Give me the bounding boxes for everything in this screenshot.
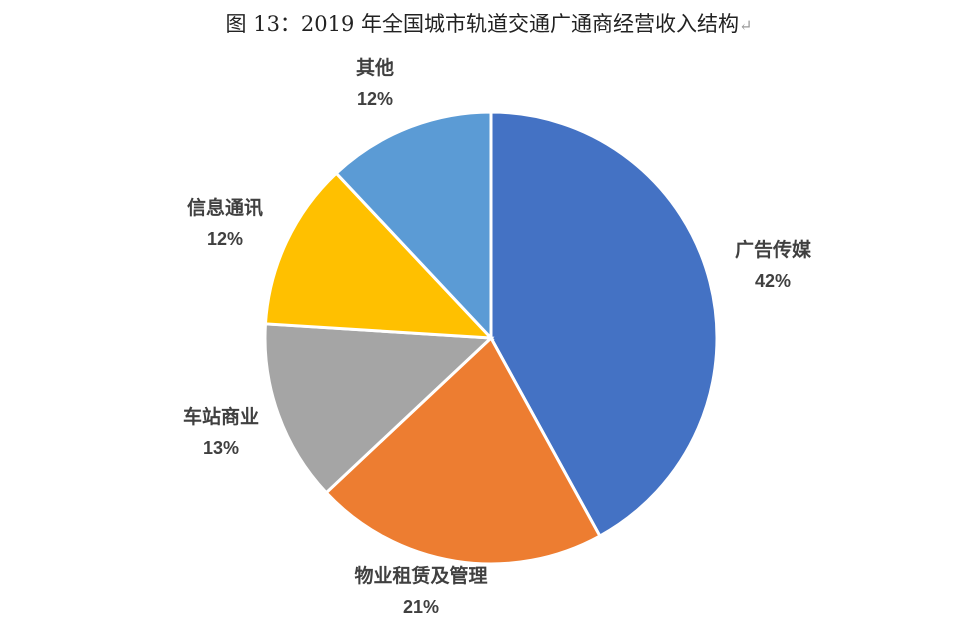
slice-label-name-4: 信息通讯 — [187, 196, 263, 219]
slice-label-percent-5: 12% — [357, 89, 393, 109]
slice-label-percent-1: 42% — [755, 271, 791, 291]
paragraph-mark-icon: ↵ — [739, 16, 753, 35]
slice-label-name-1: 广告传媒 — [735, 238, 812, 261]
pie-slice-5 — [334, 110, 493, 342]
pie-slice-2 — [324, 335, 602, 566]
chart-title: 图 13：2019 年全国城市轨道交通广通商经营收入结构↵ — [0, 8, 978, 38]
slice-label-percent-4: 12% — [207, 229, 243, 249]
chart-title-text: 图 13：2019 年全国城市轨道交通广通商经营收入结构 — [225, 12, 740, 36]
slice-label-percent-3: 13% — [203, 438, 239, 458]
slice-label-name-3: 车站商业 — [183, 405, 259, 428]
pie-slice-4 — [263, 171, 495, 340]
slice-label-name-5: 其他 — [356, 56, 394, 79]
slice-label-percent-2: 21% — [403, 597, 439, 617]
pie-slices — [263, 110, 719, 566]
pie-slice-1 — [489, 110, 719, 539]
slice-label-name-2: 物业租赁及管理 — [354, 564, 487, 587]
pie-slice-3 — [263, 322, 495, 495]
pie-labels: 广告传媒 42% 物业租赁及管理 21% 车站商业 13% 信息通讯 12% 其他 12% — [183, 56, 812, 617]
